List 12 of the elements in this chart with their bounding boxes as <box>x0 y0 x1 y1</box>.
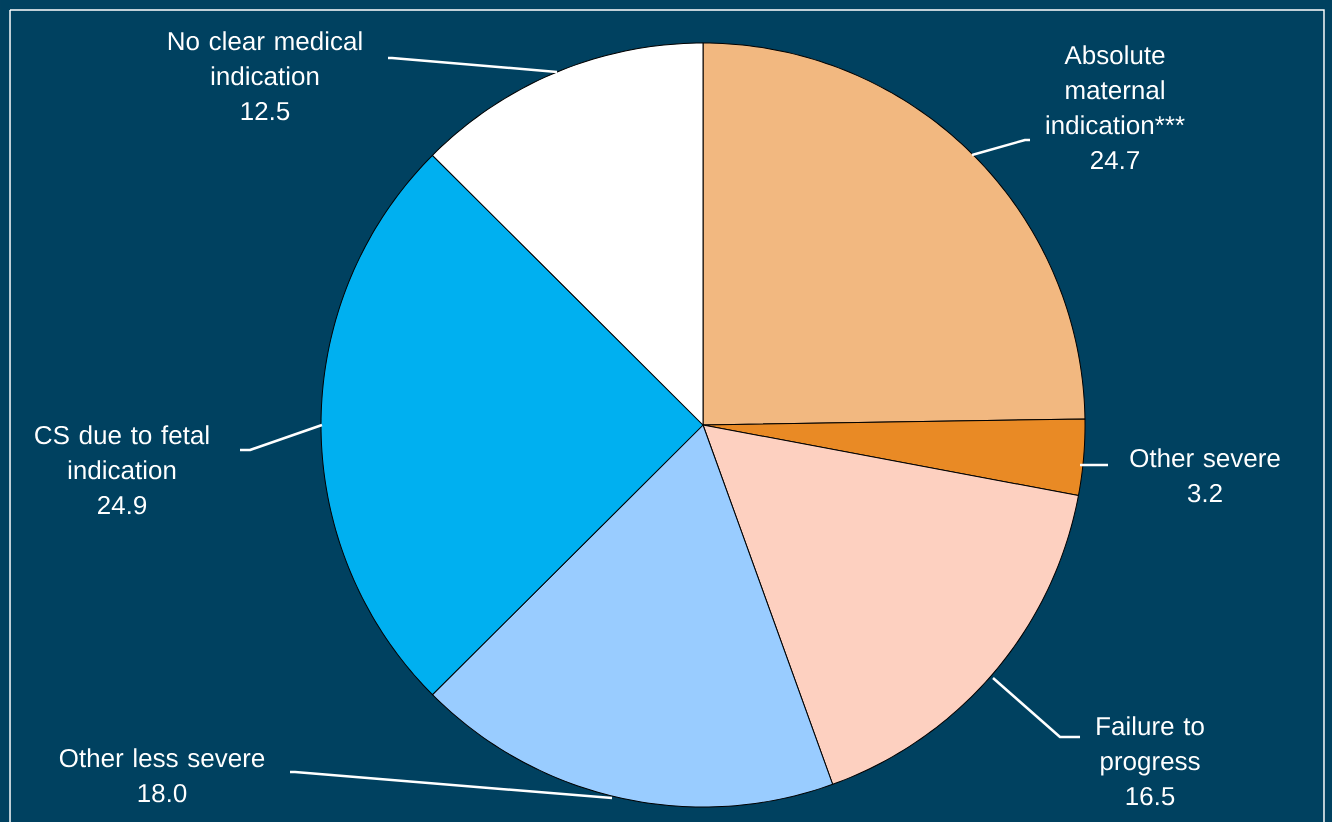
data-label: 24.9 <box>98 496 147 515</box>
slice-label: Other less severe <box>59 748 265 768</box>
slice-label: Other severe <box>1130 448 1280 468</box>
slice-label: Failure to progress <box>1097 716 1204 776</box>
data-label: 3.2 <box>1187 484 1222 503</box>
data-label: 18.0 <box>138 784 187 803</box>
slice-label: No clear medical indication <box>168 31 362 86</box>
data-label: 12.5 <box>241 102 290 121</box>
data-label: 16.5 <box>1126 787 1175 806</box>
slice-label: CS due to fetal indication <box>35 425 209 480</box>
slice-label: Absolute maternal indication*** <box>1046 45 1185 135</box>
data-label: 24.7 <box>1091 151 1140 170</box>
